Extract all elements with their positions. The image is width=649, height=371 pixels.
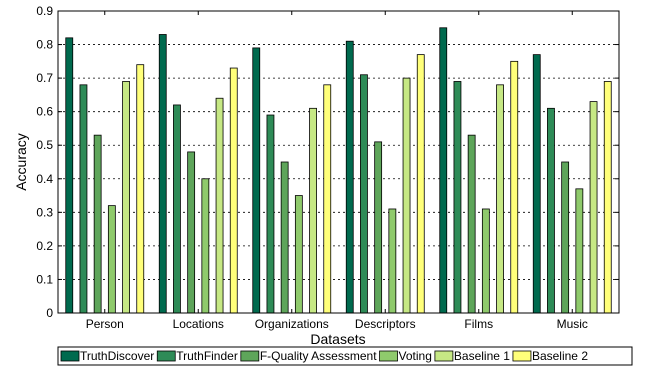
plot-frame bbox=[57, 10, 620, 314]
legend-label: Voting bbox=[399, 349, 432, 363]
legend-swatch bbox=[240, 350, 260, 362]
y-tick-label: 0.1 bbox=[36, 272, 53, 286]
bar bbox=[374, 141, 383, 314]
legend-swatch bbox=[60, 350, 80, 362]
bar bbox=[294, 195, 303, 314]
bar bbox=[589, 101, 598, 314]
bar bbox=[158, 34, 167, 314]
bar bbox=[107, 205, 116, 314]
legend-swatch bbox=[434, 350, 454, 362]
bar bbox=[136, 64, 145, 314]
legend-label: TruthDiscover bbox=[80, 349, 154, 363]
y-tick-label: 0.5 bbox=[36, 138, 53, 152]
bar bbox=[345, 40, 354, 314]
bars bbox=[65, 27, 612, 314]
bar bbox=[402, 77, 411, 314]
y-axis-label: Accuracy bbox=[13, 133, 29, 191]
y-tick-label: 0.7 bbox=[36, 71, 53, 85]
y-tick-label: 0.6 bbox=[36, 105, 53, 119]
bar bbox=[229, 67, 238, 314]
bar bbox=[603, 81, 612, 314]
y-tick-label: 0.2 bbox=[36, 239, 53, 253]
y-tick-label: 0 bbox=[46, 306, 53, 320]
x-axis-ticks: Person Locations Organizations Descriptors F… bbox=[86, 11, 588, 331]
bar bbox=[510, 60, 519, 314]
bar bbox=[547, 107, 555, 314]
legend-label: Baseline 2 bbox=[532, 349, 588, 363]
legend-swatch bbox=[379, 350, 398, 362]
bar bbox=[360, 74, 368, 314]
legend-label: Baseline 1 bbox=[454, 349, 510, 363]
legend-label: TruthFinder bbox=[176, 349, 238, 363]
bar bbox=[532, 54, 541, 314]
bar bbox=[323, 84, 332, 314]
bar bbox=[561, 161, 570, 314]
bar bbox=[122, 81, 130, 314]
x-tick-label: Films bbox=[464, 317, 493, 331]
legend-label: F-Quality Assessment bbox=[260, 349, 377, 363]
bar bbox=[496, 84, 504, 314]
y-tick-label: 0.8 bbox=[36, 38, 53, 52]
y-tick-label: 0.4 bbox=[36, 172, 53, 186]
bar bbox=[280, 161, 289, 314]
legend-box bbox=[57, 346, 633, 366]
bar bbox=[575, 188, 584, 314]
y-tick-label: 0.3 bbox=[36, 205, 53, 219]
bar bbox=[439, 27, 448, 314]
y-tick-label: 0.9 bbox=[36, 4, 53, 18]
bar bbox=[481, 208, 490, 314]
bar bbox=[467, 134, 476, 314]
legend-swatch bbox=[512, 350, 532, 362]
legend-swatch bbox=[156, 350, 176, 362]
x-tick-label: Locations bbox=[173, 317, 224, 331]
bar bbox=[309, 107, 317, 314]
x-tick-label: Music bbox=[557, 317, 588, 331]
bar bbox=[215, 97, 224, 314]
x-tick-label: Organizations bbox=[255, 317, 329, 331]
bar bbox=[416, 54, 425, 314]
bar bbox=[173, 104, 181, 314]
bar bbox=[388, 208, 397, 314]
legend: TruthDiscover TruthFinder F-Quality Assess… bbox=[57, 346, 633, 366]
x-tick-label: Descriptors bbox=[355, 317, 416, 331]
gridlines bbox=[58, 44, 619, 280]
bar bbox=[252, 47, 261, 314]
x-tick-label: Person bbox=[86, 317, 124, 331]
y-axis-ticks: 0 0.1 0.2 0.3 0.4 0.5 0.6 0.7 0.8 0.9 bbox=[36, 4, 619, 320]
bar bbox=[93, 134, 102, 314]
bar bbox=[79, 84, 88, 314]
bar bbox=[65, 37, 74, 314]
bar bbox=[453, 81, 462, 314]
bar bbox=[266, 114, 275, 314]
bar bbox=[187, 151, 196, 314]
x-axis-label: Datasets bbox=[310, 331, 365, 347]
bar bbox=[201, 178, 210, 314]
